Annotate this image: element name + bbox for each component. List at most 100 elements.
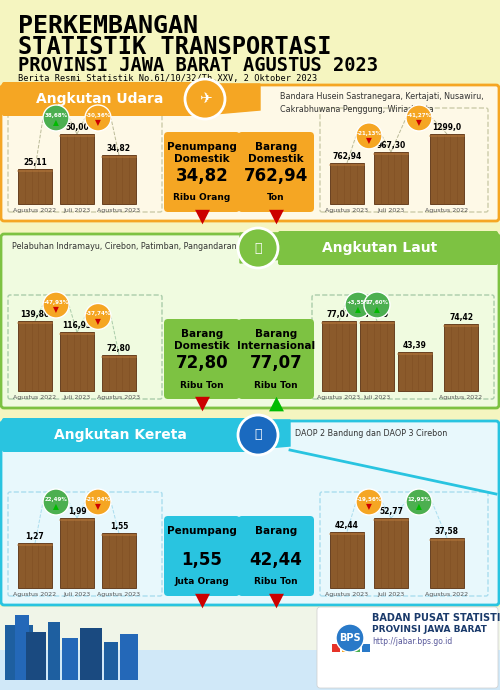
FancyBboxPatch shape <box>15 615 29 680</box>
Text: 74,42: 74,42 <box>449 313 473 322</box>
Text: ▲: ▲ <box>374 306 380 315</box>
Text: Ton: Ton <box>267 193 285 202</box>
Text: Barang
Internasional: Barang Internasional <box>237 329 315 351</box>
FancyBboxPatch shape <box>444 324 478 391</box>
Text: Penumpang
Domestik: Penumpang Domestik <box>167 142 237 164</box>
FancyBboxPatch shape <box>1 234 499 408</box>
Text: 1,55: 1,55 <box>182 551 222 569</box>
Text: PROVINSI JAWA BARAT AGUSTUS 2023: PROVINSI JAWA BARAT AGUSTUS 2023 <box>18 56 378 75</box>
Text: ▼: ▼ <box>95 119 101 128</box>
Text: Ribu Ton: Ribu Ton <box>254 578 298 586</box>
Text: 37,58: 37,58 <box>435 527 459 536</box>
Text: 77,07: 77,07 <box>327 310 351 319</box>
Circle shape <box>43 292 69 318</box>
Text: Ribu Ton: Ribu Ton <box>254 380 298 389</box>
Text: -47,93%: -47,93% <box>44 300 68 305</box>
FancyBboxPatch shape <box>5 625 33 680</box>
FancyBboxPatch shape <box>317 607 498 688</box>
Text: 🚂: 🚂 <box>254 428 262 442</box>
Text: 52,77: 52,77 <box>379 507 403 516</box>
FancyBboxPatch shape <box>104 642 118 680</box>
Text: 34,82: 34,82 <box>107 144 131 153</box>
Text: 12,93%: 12,93% <box>408 497 430 502</box>
Text: Bandara Husein Sastranegara, Kertajati, Nusawiru,
Cakrabhuwana Penggung, Wiriadi: Bandara Husein Sastranegara, Kertajati, … <box>280 92 484 113</box>
Text: Juli 2023: Juli 2023 <box>378 208 404 213</box>
Text: Agustus 2023: Agustus 2023 <box>318 395 360 400</box>
FancyBboxPatch shape <box>2 82 216 116</box>
FancyBboxPatch shape <box>0 650 500 690</box>
Text: BPS: BPS <box>339 633 361 643</box>
Text: Agustus 2022: Agustus 2022 <box>14 592 56 597</box>
FancyBboxPatch shape <box>18 169 52 204</box>
Text: Juli 2023: Juli 2023 <box>378 592 404 597</box>
FancyBboxPatch shape <box>164 516 240 596</box>
Circle shape <box>238 228 278 268</box>
Text: +3,55%: +3,55% <box>346 300 370 305</box>
Polygon shape <box>214 84 260 114</box>
Circle shape <box>43 105 69 131</box>
FancyBboxPatch shape <box>278 231 498 265</box>
FancyBboxPatch shape <box>60 333 94 391</box>
FancyBboxPatch shape <box>102 355 136 391</box>
Text: Agustus 2023: Agustus 2023 <box>98 395 140 400</box>
Text: Agustus 2023: Agustus 2023 <box>326 592 368 597</box>
Text: ▼: ▼ <box>268 591 283 609</box>
Text: ▲: ▲ <box>355 306 361 315</box>
Text: Juli 2023: Juli 2023 <box>64 208 90 213</box>
Text: ✈: ✈ <box>198 92 211 106</box>
FancyBboxPatch shape <box>164 132 240 212</box>
FancyBboxPatch shape <box>360 321 394 391</box>
Text: Agustus 2023: Agustus 2023 <box>98 208 140 213</box>
Text: ▲: ▲ <box>416 502 422 511</box>
Circle shape <box>85 489 111 515</box>
Text: Angkutan Kereta: Angkutan Kereta <box>54 428 186 442</box>
FancyBboxPatch shape <box>102 533 136 588</box>
Text: 762,94: 762,94 <box>244 167 308 185</box>
Text: Ribu Orang: Ribu Orang <box>174 193 231 202</box>
FancyBboxPatch shape <box>102 155 136 204</box>
Text: ▼: ▼ <box>194 206 210 226</box>
Text: ▼: ▼ <box>268 206 283 226</box>
FancyBboxPatch shape <box>0 607 500 690</box>
Text: ▼: ▼ <box>366 137 372 146</box>
FancyBboxPatch shape <box>1 85 499 221</box>
FancyBboxPatch shape <box>60 518 94 588</box>
FancyBboxPatch shape <box>238 516 314 596</box>
Text: 38,68%: 38,68% <box>44 113 68 118</box>
Text: 25,11: 25,11 <box>23 158 47 167</box>
Text: 43,39: 43,39 <box>403 341 427 350</box>
Text: ▲: ▲ <box>268 393 283 413</box>
Text: ▼: ▼ <box>95 502 101 511</box>
Text: ▲: ▲ <box>53 119 59 128</box>
Text: Agustus 2023: Agustus 2023 <box>98 592 140 597</box>
FancyBboxPatch shape <box>238 132 314 212</box>
Text: -41,27%: -41,27% <box>406 113 432 118</box>
Text: 22,49%: 22,49% <box>44 497 68 502</box>
Text: 762,94: 762,94 <box>332 152 362 161</box>
Text: BADAN PUSAT STATISTIK: BADAN PUSAT STATISTIK <box>372 613 500 623</box>
Text: -19,56%: -19,56% <box>356 497 382 502</box>
FancyBboxPatch shape <box>398 352 432 391</box>
Text: ▼: ▼ <box>194 393 210 413</box>
FancyBboxPatch shape <box>164 319 240 399</box>
Circle shape <box>406 105 432 131</box>
Text: STATISTIK TRANSPORTASI: STATISTIK TRANSPORTASI <box>18 35 332 59</box>
Polygon shape <box>244 420 290 450</box>
Text: Agustus 2022: Agustus 2022 <box>426 208 469 213</box>
Text: Juli 2023: Juli 2023 <box>364 395 390 400</box>
Text: Agustus 2022: Agustus 2022 <box>426 592 469 597</box>
FancyBboxPatch shape <box>80 628 102 680</box>
Text: 🚢: 🚢 <box>254 241 262 255</box>
Circle shape <box>406 489 432 515</box>
Circle shape <box>345 292 371 318</box>
FancyBboxPatch shape <box>18 321 52 391</box>
Text: 967,30: 967,30 <box>376 141 406 150</box>
Text: Agustus 2022: Agustus 2022 <box>14 208 56 213</box>
Circle shape <box>336 624 364 652</box>
Text: 1,99: 1,99 <box>68 507 86 516</box>
FancyBboxPatch shape <box>332 644 340 652</box>
Text: Angkutan Laut: Angkutan Laut <box>322 241 438 255</box>
FancyBboxPatch shape <box>48 622 60 680</box>
Text: http://jabar.bps.go.id: http://jabar.bps.go.id <box>372 638 452 647</box>
FancyBboxPatch shape <box>26 632 46 680</box>
